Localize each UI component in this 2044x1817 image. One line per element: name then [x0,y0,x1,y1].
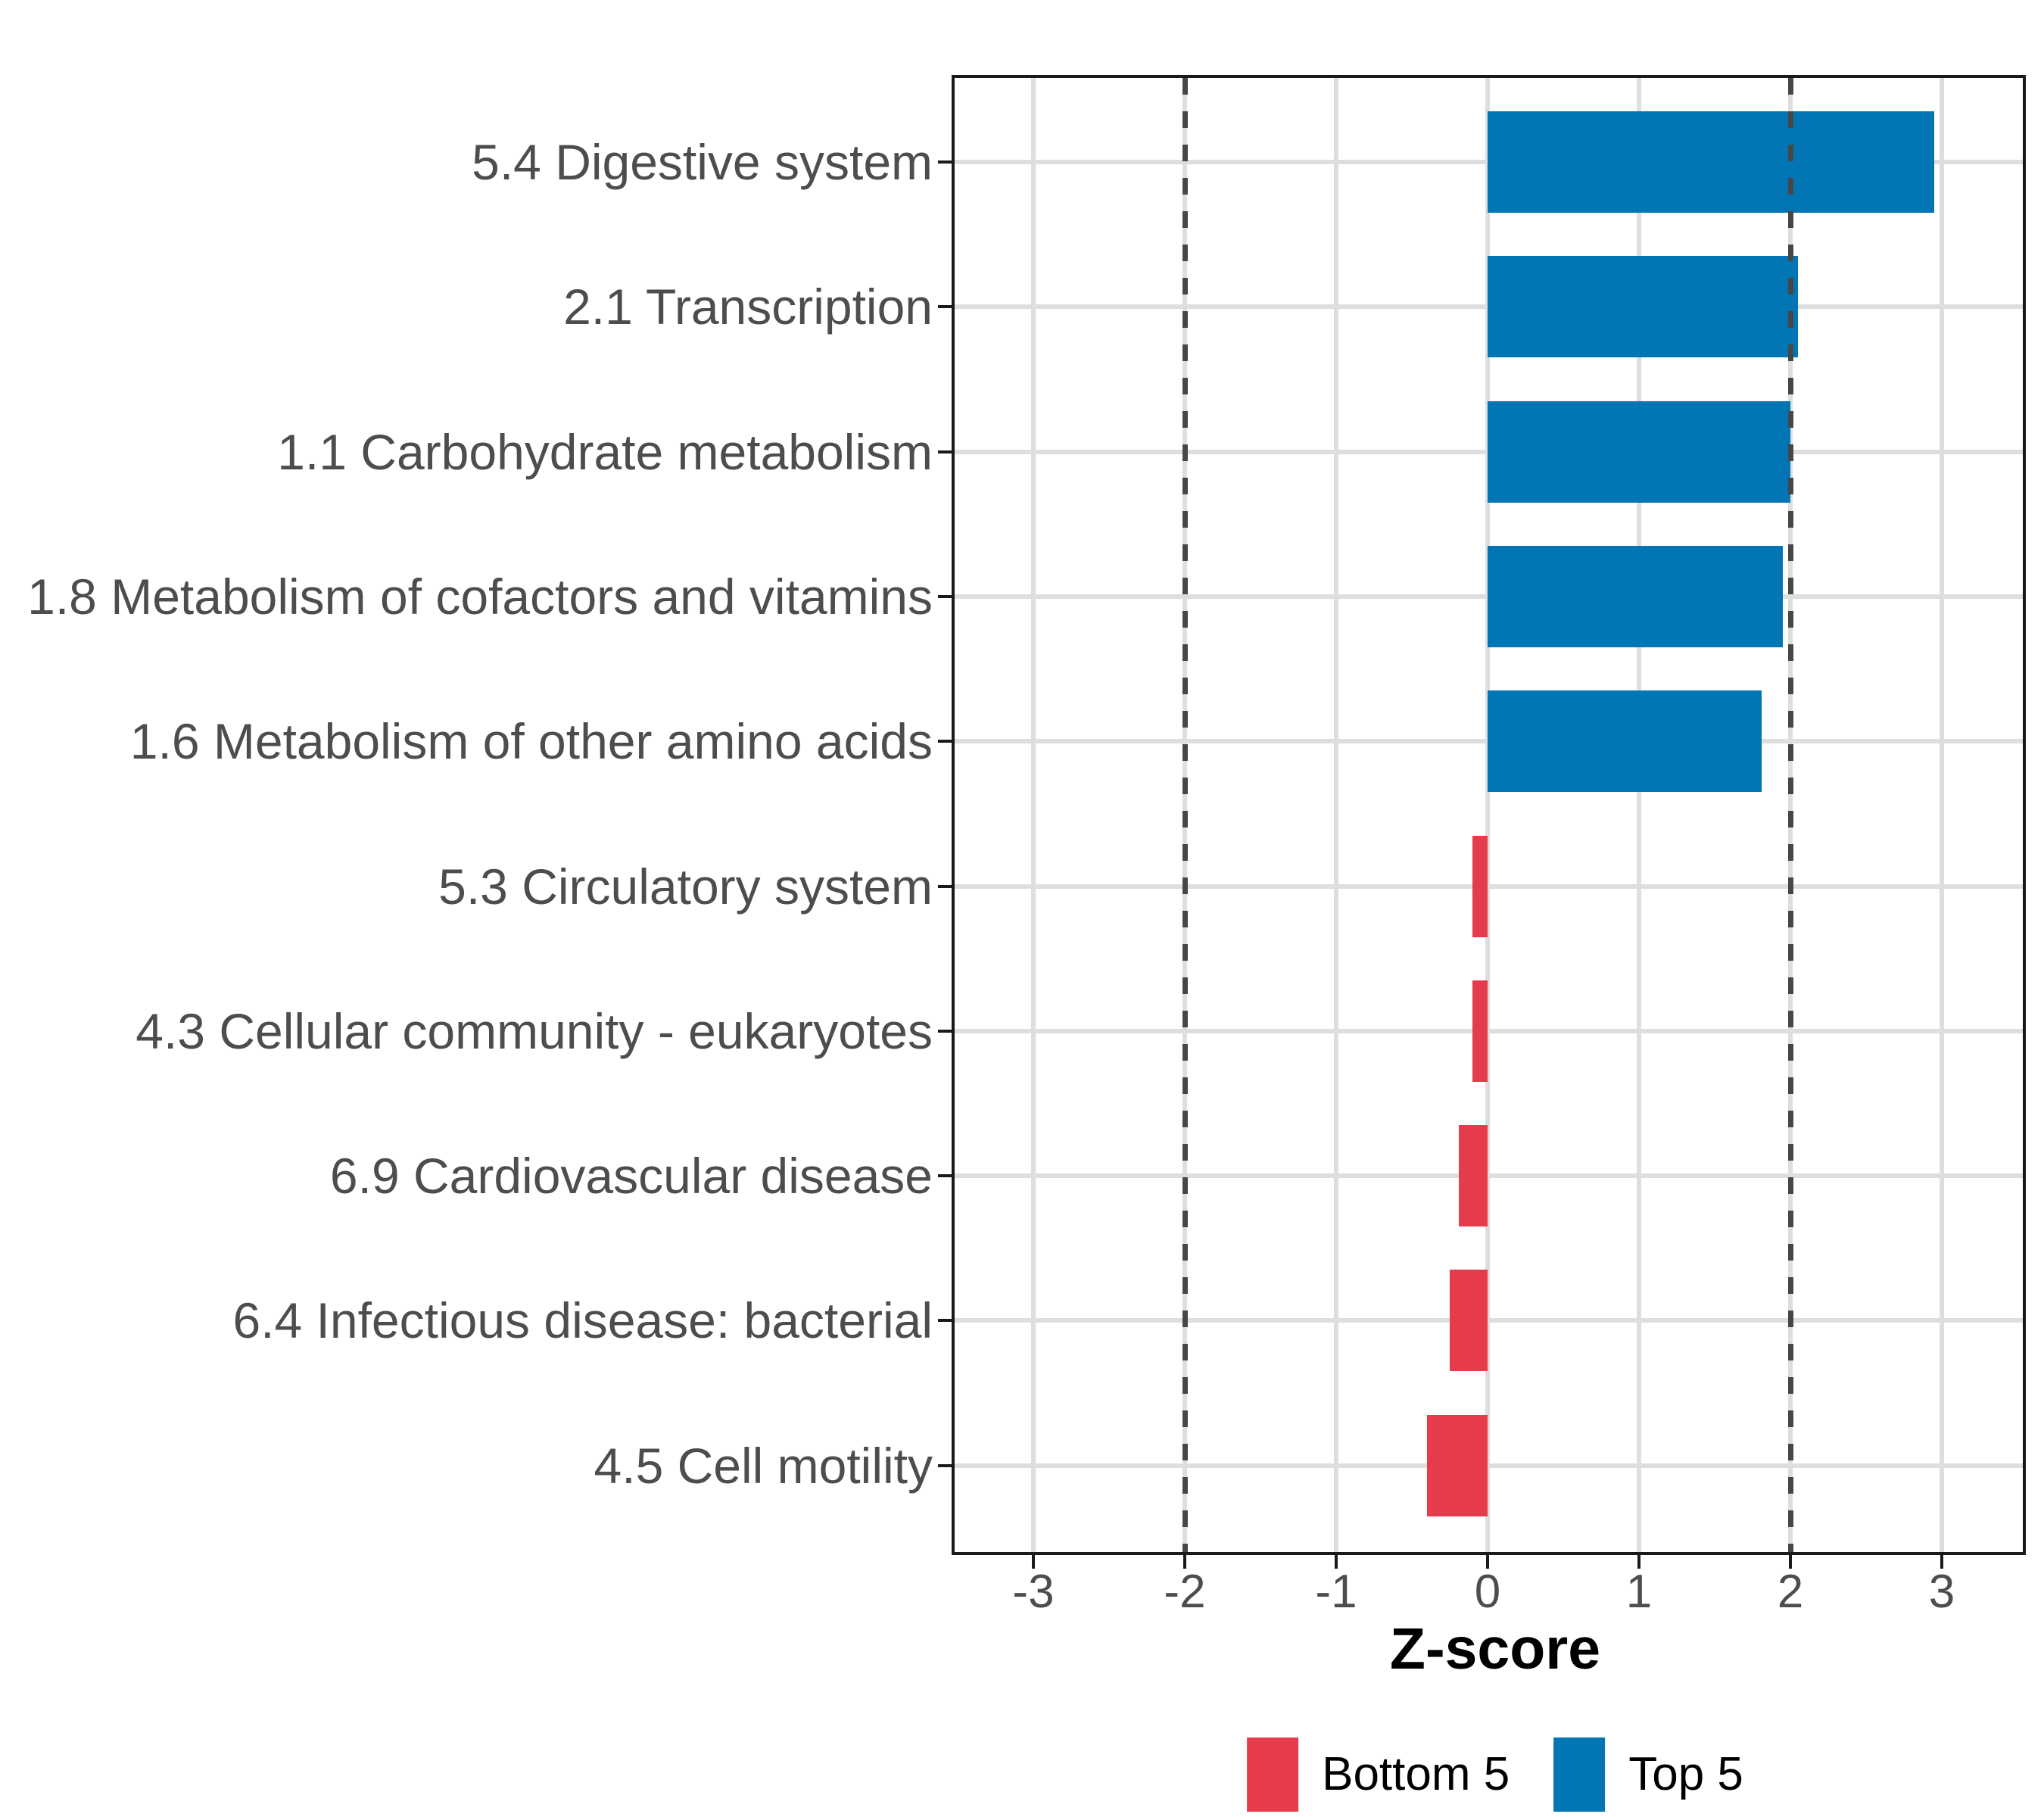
x-tick-label: 0 [1474,1566,1501,1618]
category-label: 5.4 Digestive system [472,134,933,190]
x-tick-label: -3 [1012,1566,1055,1618]
category-label: 4.5 Cell motility [594,1437,933,1494]
bar-bottom5 [1472,980,1488,1082]
y-tick-mark [938,450,952,453]
category-label: 1.8 Metabolism of cofactors and vitamins [27,568,933,625]
y-tick-mark [938,161,952,164]
x-gridline [1637,78,1641,1552]
legend-label: Bottom 5 [1322,1748,1510,1800]
x-tick-label: 1 [1625,1566,1653,1618]
bar-bottom5 [1459,1125,1488,1227]
bar-top5 [1488,545,1783,647]
x-tick-label: 2 [1777,1566,1804,1618]
bar-top5 [1488,256,1798,358]
x-tick-mark [1486,1555,1489,1569]
x-gridline [1031,78,1036,1552]
legend-label: Top 5 [1628,1748,1743,1800]
y-gridline [955,1173,2023,1179]
x-tick-mark [1183,1555,1186,1569]
x-gridline [1485,78,1490,1552]
y-tick-mark [938,884,952,888]
y-tick-mark [938,594,952,598]
bar-top5 [1488,690,1762,793]
y-gridline [955,884,2023,889]
y-gridline [955,1463,2023,1468]
legend: Bottom 5 Top 5 [1247,1738,1743,1812]
legend-key-swatch [1247,1738,1299,1812]
reference-line [1182,78,1188,1552]
y-tick-mark [938,1463,952,1467]
legend-entry: Top 5 [1553,1738,1743,1812]
category-label: 6.9 Cardiovascular disease [329,1148,933,1205]
y-tick-mark [938,1319,952,1323]
plot-panel [952,75,2026,1555]
reference-line [1787,78,1793,1552]
category-label: 2.1 Transcription [563,279,933,335]
bar-top5 [1488,111,1934,213]
y-gridline [955,1318,2023,1323]
x-gridline [1940,78,1944,1552]
category-label: 1.6 Metabolism of other amino acids [129,713,933,770]
y-tick-mark [938,740,952,743]
x-tick-mark [1940,1555,1943,1569]
y-gridline [955,1028,2023,1033]
x-tick-mark [1637,1555,1640,1569]
legend-entry: Bottom 5 [1247,1738,1510,1812]
category-label: 5.3 Circulatory system [438,858,933,915]
y-tick-mark [938,305,952,309]
x-tick-label: 3 [1928,1566,1955,1618]
x-tick-label: -2 [1164,1566,1206,1618]
x-axis-title: Z-score [1389,1616,1601,1681]
category-label: 1.1 Carbohydrate metabolism [277,423,933,480]
bar-bottom5 [1472,835,1488,937]
y-tick-mark [938,1029,952,1033]
category-label: 4.3 Cellular community - eukaryotes [136,1002,933,1059]
y-tick-mark [938,1174,952,1178]
bar-bottom5 [1450,1270,1488,1372]
x-gridline [1334,78,1338,1552]
x-tick-label: -1 [1315,1566,1357,1618]
x-tick-mark [1789,1555,1792,1569]
category-label: 6.4 Infectious disease: bacterial [232,1292,933,1349]
x-tick-mark [1335,1555,1338,1569]
legend-key-swatch [1553,1738,1606,1812]
x-tick-mark [1032,1555,1035,1569]
bar-bottom5 [1427,1414,1488,1516]
bar-top5 [1488,400,1790,503]
